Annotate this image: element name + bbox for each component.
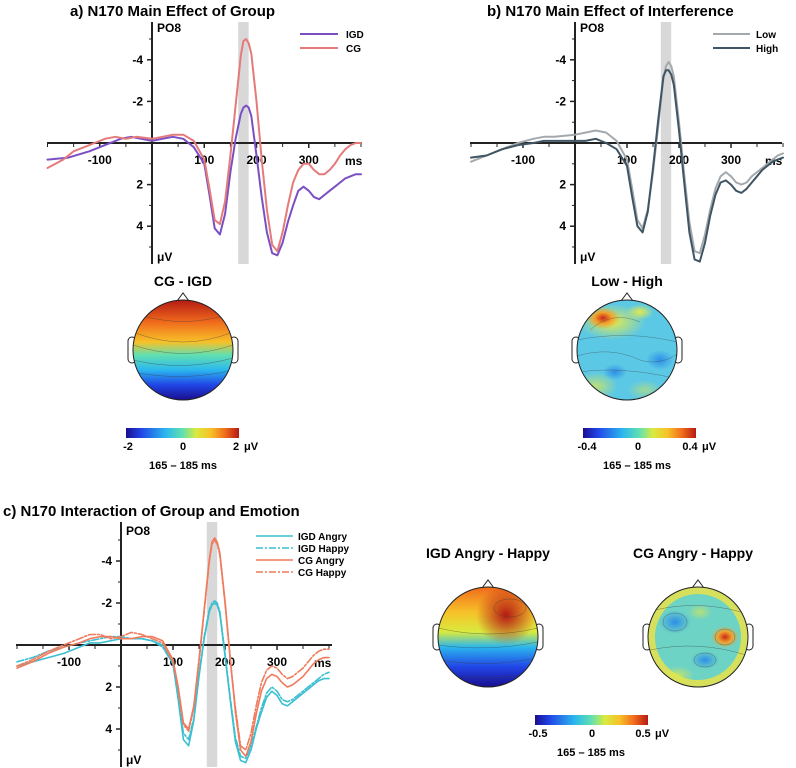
isocontours xyxy=(649,605,747,668)
legend-label-low: Low xyxy=(756,30,776,41)
legend-label-igd: IGD xyxy=(346,30,364,41)
x-axis-unit: ms xyxy=(345,154,363,168)
topomap-cg-minus-igd: CG - IGD -2 0 2 μV 165 – 185 ms xyxy=(123,273,259,472)
topomap-title: CG Angry - Happy xyxy=(633,545,753,561)
y-tick-label: -2 xyxy=(132,94,143,108)
colorbar-mid: 0 xyxy=(589,728,595,740)
legend: IGD CG xyxy=(300,30,364,55)
topomap-igd-angry-minus-happy: IGD Angry - Happy xyxy=(426,545,550,688)
y-tick-label: -2 xyxy=(101,596,112,610)
legend-label-igd-happy: IGD Happy xyxy=(298,544,350,555)
series-line-high xyxy=(470,69,784,263)
colorbar xyxy=(583,428,696,438)
y-tick-label: 4 xyxy=(136,219,143,233)
topomap-title: CG - IGD xyxy=(154,273,212,289)
channel-label: PO8 xyxy=(157,21,181,35)
colorbar-min: -0.5 xyxy=(529,728,548,740)
series-line-low xyxy=(470,60,784,255)
topomap-title: IGD Angry - Happy xyxy=(426,545,550,561)
colorbar-mid: 0 xyxy=(180,441,186,453)
time-window-label: 165 – 185 ms xyxy=(603,460,671,472)
topomap-cg-angry-minus-happy: CG Angry - Happy xyxy=(633,545,754,688)
y-tick-label: 4 xyxy=(105,722,112,736)
y-tick-label: -4 xyxy=(132,53,143,67)
colorbar-unit: μV xyxy=(655,728,670,740)
colorbar-max: 0.4 xyxy=(682,441,698,453)
channel-label: PO8 xyxy=(580,21,604,35)
colorbar-max: 2 xyxy=(233,441,239,453)
panel-title: a) N170 Main Effect of Group xyxy=(70,3,275,20)
x-tick-label: -100 xyxy=(57,655,81,669)
nose-icon xyxy=(620,292,634,302)
channel-label: PO8 xyxy=(126,524,150,538)
colorbar-unit: μV xyxy=(244,441,259,453)
erp-panel-group: a) N170 Main Effect of Group -100 100 200 3… xyxy=(46,3,364,264)
isocontours xyxy=(577,317,677,379)
y-axis-unit: μV xyxy=(157,250,172,264)
colorbar-unit: μV xyxy=(702,441,717,453)
topomap-low-minus-high: Low - High -0.4 0 0.4 μV 165 – 185 ms xyxy=(571,273,717,472)
legend-label-cg: CG xyxy=(346,44,361,55)
panel-title: c) N170 Interaction of Group and Emotion xyxy=(3,503,300,520)
topomap-title: Low - High xyxy=(591,273,663,289)
nose-icon xyxy=(176,292,190,302)
isocontours xyxy=(133,314,233,377)
y-tick-label: 2 xyxy=(136,178,143,192)
x-tick-label: 200 xyxy=(669,153,689,167)
colorbar-max: 0.5 xyxy=(635,728,650,740)
time-window-label: 165 – 185 ms xyxy=(557,747,625,759)
isocontours xyxy=(438,598,538,679)
legend-label-igd-angry: IGD Angry xyxy=(298,532,348,543)
nose-icon xyxy=(481,579,495,589)
colorbar-min: -2 xyxy=(123,441,133,453)
y-tick-label: -2 xyxy=(555,94,566,108)
legend: IGD Angry IGD Happy CG Angry CG Happy xyxy=(256,532,350,579)
series-line-igd-happy xyxy=(16,600,330,760)
series-line-cg-happy xyxy=(16,539,330,751)
erp-panel-group-emotion: c) N170 Interaction of Group and Emotion… xyxy=(3,503,350,767)
erp-panel-interference: b) N170 Main Effect of Interference -100… xyxy=(470,3,784,264)
legend: Low High xyxy=(713,30,778,55)
colorbar-min: -0.4 xyxy=(578,441,598,453)
x-tick-label: -100 xyxy=(511,153,535,167)
series-line-igd xyxy=(46,104,362,257)
colorbar xyxy=(535,715,648,725)
legend-label-high: High xyxy=(756,44,778,55)
legend-label-cg-happy: CG Happy xyxy=(298,568,347,579)
y-tick-label: 4 xyxy=(559,219,566,233)
x-tick-label: -100 xyxy=(88,153,112,167)
y-tick-label: 2 xyxy=(105,680,112,694)
colorbar-mid: 0 xyxy=(635,441,641,453)
colorbar xyxy=(126,428,239,438)
panel-title: b) N170 Main Effect of Interference xyxy=(487,3,734,20)
time-window-label: 165 – 185 ms xyxy=(149,460,217,472)
legend-label-cg-angry: CG Angry xyxy=(298,556,345,567)
x-tick-label: 300 xyxy=(721,153,741,167)
y-tick-label: -4 xyxy=(101,554,112,568)
y-tick-label: -4 xyxy=(555,53,566,67)
scalp-map xyxy=(133,300,233,400)
colorbar-group-emotion: -0.5 0 0.5 μV 165 – 185 ms xyxy=(529,715,670,759)
series-line-igd-angry xyxy=(16,602,330,764)
series-line-cg xyxy=(46,38,362,253)
nose-icon xyxy=(691,579,705,589)
y-axis-unit: μV xyxy=(580,250,595,264)
y-axis-unit: μV xyxy=(126,753,141,767)
y-tick-label: 2 xyxy=(559,178,566,192)
